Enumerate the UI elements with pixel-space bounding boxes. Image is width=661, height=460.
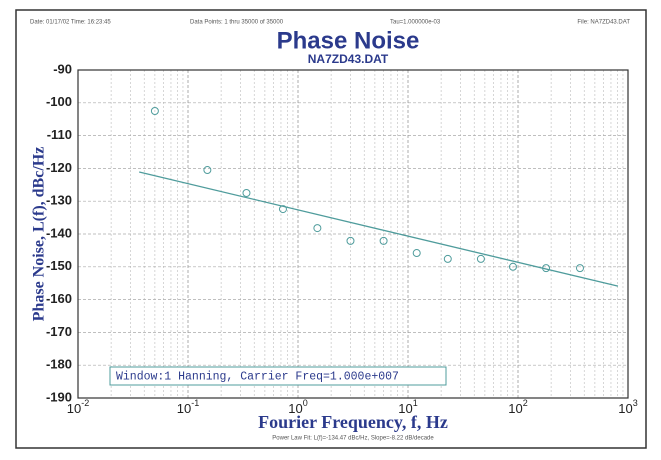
data-point <box>278 205 287 214</box>
header-tau: Tau=1.000000e-03 <box>390 20 441 26</box>
x-tick-exponent: -1 <box>191 398 199 408</box>
x-tick-label: 10-2 <box>67 398 89 416</box>
y-tick-label: -90 <box>53 61 72 76</box>
header-points: Data Points: 1 thru 35000 of 35000 <box>190 20 284 26</box>
y-tick-label: -100 <box>46 94 72 109</box>
plot-border <box>77 69 629 399</box>
y-axis-label: Phase Noise, L(f), dBc/Hz <box>31 147 48 322</box>
x-tick-base: 10 <box>67 401 81 416</box>
data-point <box>443 254 452 263</box>
y-tick-label: -120 <box>46 160 72 175</box>
data-point <box>476 254 485 263</box>
annotation-box <box>109 366 447 386</box>
fit-line <box>139 171 619 287</box>
x-tick-base: 10 <box>398 401 412 416</box>
data-point <box>203 166 212 175</box>
x-tick-base: 10 <box>508 401 522 416</box>
x-tick-label: 101 <box>398 398 417 416</box>
data-point <box>508 262 517 271</box>
data-point <box>150 107 159 115</box>
data-point <box>412 249 421 258</box>
y-tick-label: -130 <box>46 193 72 208</box>
header-date: Date: 01/17/02 Time: 16:23:45 <box>30 20 111 26</box>
data-point <box>313 224 322 233</box>
x-tick-exponent: 2 <box>523 398 528 408</box>
footer: Power Law Fit: L(f)=-134.47 dBc/Hz, Slop… <box>272 436 434 442</box>
y-tick-label: -180 <box>46 357 72 372</box>
x-tick-exponent: 3 <box>633 398 638 408</box>
annotation: Window:1 Hanning, Carrier Freq=1.000e+00… <box>116 371 399 384</box>
chart-subtitle: NA7ZD43.DAT <box>308 52 389 66</box>
data-point <box>379 236 388 245</box>
y-tick-label: -170 <box>46 324 72 339</box>
y-tick-label: -110 <box>47 127 72 142</box>
data-point <box>575 264 584 273</box>
y-tick-label: -140 <box>46 225 72 240</box>
x-tick-exponent: 0 <box>303 398 308 408</box>
x-tick-label: 102 <box>508 398 527 416</box>
x-tick-label: 100 <box>288 398 307 416</box>
x-tick-exponent: 1 <box>413 398 418 408</box>
x-axis-label: Fourier Frequency, f, Hz <box>258 412 448 432</box>
data-point <box>242 189 251 197</box>
x-tick-base: 10 <box>177 401 191 416</box>
y-tick-label: -150 <box>46 258 72 273</box>
chart-title: Phase Noise <box>277 27 420 54</box>
x-tick-exponent: -2 <box>81 398 89 408</box>
x-tick-base: 10 <box>288 401 302 416</box>
x-tick-label: 10-1 <box>177 398 199 416</box>
y-tick-label: -190 <box>46 389 72 404</box>
data-point <box>346 236 355 245</box>
x-tick-base: 10 <box>618 401 632 416</box>
x-tick-label: 103 <box>618 398 637 416</box>
header-file: File: NA7ZD43.DAT <box>577 20 630 26</box>
y-tick-label: -160 <box>46 291 72 306</box>
